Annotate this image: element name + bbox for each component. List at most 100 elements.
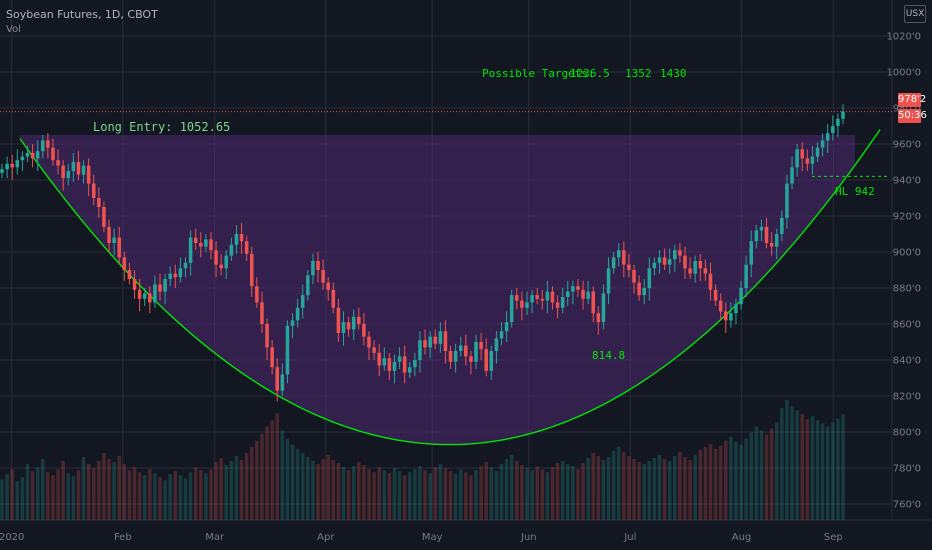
candle-body[interactable]: [56, 160, 60, 166]
candle-body[interactable]: [458, 345, 463, 351]
candle-body[interactable]: [15, 160, 20, 168]
candle-body[interactable]: [25, 153, 30, 157]
candle-body[interactable]: [632, 270, 636, 283]
candle-body[interactable]: [831, 126, 835, 134]
candle-body[interactable]: [188, 237, 193, 263]
candle-body[interactable]: [713, 289, 718, 301]
candle-body[interactable]: [815, 147, 820, 157]
candle-body[interactable]: [448, 351, 453, 362]
candle-body[interactable]: [423, 340, 427, 348]
candle-body[interactable]: [117, 237, 122, 258]
candle-body[interactable]: [362, 324, 366, 337]
candle-body[interactable]: [596, 313, 601, 323]
candle-body[interactable]: [402, 356, 407, 373]
candle-body[interactable]: [601, 293, 606, 323]
candle-body[interactable]: [107, 226, 111, 243]
candle-body[interactable]: [820, 140, 825, 148]
candle-body[interactable]: [790, 167, 794, 184]
candle-body[interactable]: [418, 340, 422, 360]
candle-body[interactable]: [616, 250, 621, 258]
candle-body[interactable]: [764, 226, 769, 243]
candle-body[interactable]: [525, 302, 529, 308]
candle-body[interactable]: [708, 273, 713, 290]
candle-body[interactable]: [535, 295, 539, 299]
candle-body[interactable]: [759, 226, 764, 231]
candle-body[interactable]: [112, 237, 116, 243]
candle-body[interactable]: [474, 342, 478, 362]
candle-body[interactable]: [290, 320, 295, 326]
candle-body[interactable]: [560, 297, 565, 308]
candle-body[interactable]: [800, 149, 804, 159]
candle-body[interactable]: [66, 171, 71, 179]
candle-body[interactable]: [193, 237, 198, 243]
candle-body[interactable]: [581, 289, 585, 299]
candle-body[interactable]: [51, 147, 55, 161]
candle-body[interactable]: [494, 338, 499, 351]
candle-body[interactable]: [509, 295, 514, 323]
candle-body[interactable]: [122, 257, 127, 270]
candle-body[interactable]: [132, 279, 137, 290]
candle-body[interactable]: [91, 183, 96, 198]
currency-button[interactable]: USX: [904, 5, 926, 23]
candle-body[interactable]: [698, 261, 703, 269]
candle-body[interactable]: [234, 234, 239, 245]
candle-body[interactable]: [540, 298, 545, 301]
candle-body[interactable]: [397, 356, 402, 362]
candle-body[interactable]: [224, 255, 229, 269]
candle-body[interactable]: [780, 217, 784, 234]
candle-body[interactable]: [749, 241, 754, 265]
candle-body[interactable]: [97, 198, 101, 207]
candle-body[interactable]: [774, 234, 779, 247]
candle-body[interactable]: [718, 300, 723, 312]
candle-body[interactable]: [81, 165, 86, 175]
candle-body[interactable]: [357, 316, 361, 324]
candle-body[interactable]: [0, 169, 4, 173]
candle-body[interactable]: [239, 234, 244, 242]
candle-body[interactable]: [464, 345, 468, 357]
candle-body[interactable]: [499, 331, 504, 339]
candle-body[interactable]: [346, 322, 351, 330]
candle-body[interactable]: [137, 289, 142, 299]
candle-body[interactable]: [637, 282, 641, 296]
candle-body[interactable]: [515, 295, 519, 301]
symbol-title[interactable]: Soybean Futures, 1D, CBOT: [6, 8, 158, 21]
candle-body[interactable]: [825, 133, 830, 141]
candle-body[interactable]: [693, 261, 697, 274]
candle-body[interactable]: [611, 257, 616, 269]
candle-body[interactable]: [229, 244, 234, 256]
candle-body[interactable]: [295, 307, 300, 321]
candle-body[interactable]: [372, 347, 376, 353]
candle-body[interactable]: [678, 250, 682, 256]
candle-body[interactable]: [249, 253, 254, 287]
candle-body[interactable]: [255, 286, 259, 303]
candle-body[interactable]: [71, 162, 76, 171]
candle-body[interactable]: [387, 358, 392, 371]
candle-body[interactable]: [606, 268, 611, 294]
candle-body[interactable]: [336, 307, 341, 333]
candle-body[interactable]: [102, 207, 106, 227]
candle-body[interactable]: [734, 304, 738, 314]
volume-indicator-label[interactable]: Vol: [6, 24, 21, 35]
candle-body[interactable]: [341, 322, 346, 333]
candle-body[interactable]: [86, 165, 91, 184]
candle-body[interactable]: [158, 284, 162, 292]
candle-body[interactable]: [565, 291, 570, 297]
candle-body[interactable]: [331, 289, 336, 308]
candle-body[interactable]: [520, 300, 524, 308]
candle-body[interactable]: [836, 118, 840, 126]
candle-body[interactable]: [209, 239, 213, 251]
candle-body[interactable]: [173, 273, 178, 278]
candle-body[interactable]: [265, 324, 269, 348]
candle-body[interactable]: [351, 316, 356, 330]
candle-body[interactable]: [5, 163, 9, 170]
candle-body[interactable]: [382, 358, 387, 366]
candle-body[interactable]: [407, 367, 412, 373]
candle-body[interactable]: [46, 140, 50, 148]
candle-body[interactable]: [316, 261, 320, 270]
candle-body[interactable]: [550, 291, 555, 303]
candle-body[interactable]: [280, 374, 285, 391]
candle-body[interactable]: [219, 264, 223, 269]
candle-body[interactable]: [785, 183, 789, 218]
candle-body[interactable]: [688, 268, 692, 274]
